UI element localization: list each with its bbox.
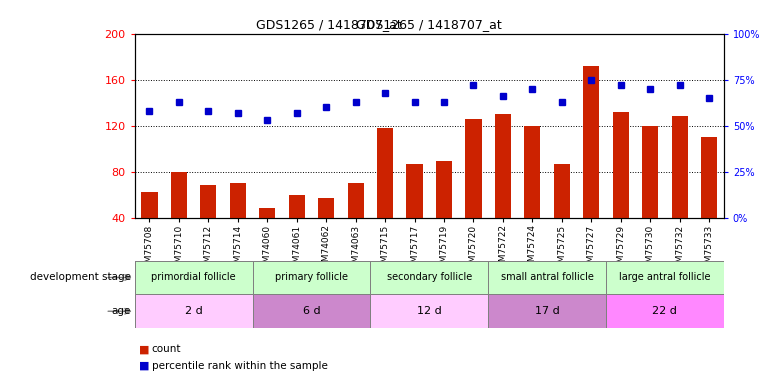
Bar — [554, 164, 570, 218]
Text: 22 d: 22 d — [652, 306, 678, 316]
Bar — [135, 294, 253, 328]
Bar — [642, 126, 658, 218]
Bar — [488, 294, 606, 328]
Bar — [135, 261, 253, 294]
Bar — [613, 112, 629, 218]
Text: primordial follicle: primordial follicle — [152, 273, 236, 282]
Text: primary follicle: primary follicle — [275, 273, 348, 282]
Bar — [488, 261, 606, 294]
Bar — [142, 192, 158, 217]
Text: 6 d: 6 d — [303, 306, 320, 316]
Text: development stage: development stage — [30, 273, 131, 282]
Bar — [318, 198, 334, 217]
Bar — [606, 294, 724, 328]
Text: 2 d: 2 d — [185, 306, 203, 316]
Bar — [370, 294, 488, 328]
Bar — [436, 161, 452, 218]
Bar — [524, 126, 541, 218]
Bar — [370, 261, 488, 294]
Bar — [671, 116, 688, 218]
Bar — [289, 195, 305, 217]
Bar — [200, 185, 216, 218]
Bar — [229, 183, 246, 218]
Bar — [495, 114, 511, 218]
Text: GDS1265 / 1418707_at: GDS1265 / 1418707_at — [256, 18, 401, 31]
Text: 12 d: 12 d — [417, 306, 442, 316]
Bar — [377, 128, 393, 218]
Bar — [253, 294, 370, 328]
Text: ■: ■ — [139, 361, 149, 370]
Text: secondary follicle: secondary follicle — [387, 273, 472, 282]
Text: 17 d: 17 d — [534, 306, 560, 316]
Text: ■: ■ — [139, 345, 149, 354]
Bar — [701, 137, 717, 218]
Bar — [583, 66, 599, 218]
Text: count: count — [152, 345, 181, 354]
Bar — [253, 261, 370, 294]
Bar — [259, 209, 276, 218]
Text: age: age — [112, 306, 131, 316]
Bar — [347, 183, 363, 218]
Bar — [407, 164, 423, 218]
Bar — [606, 261, 724, 294]
Text: small antral follicle: small antral follicle — [500, 273, 594, 282]
Bar — [171, 172, 187, 217]
Text: percentile rank within the sample: percentile rank within the sample — [152, 361, 327, 370]
Title: GDS1265 / 1418707_at: GDS1265 / 1418707_at — [357, 18, 502, 31]
Bar — [465, 119, 481, 218]
Text: large antral follicle: large antral follicle — [619, 273, 711, 282]
